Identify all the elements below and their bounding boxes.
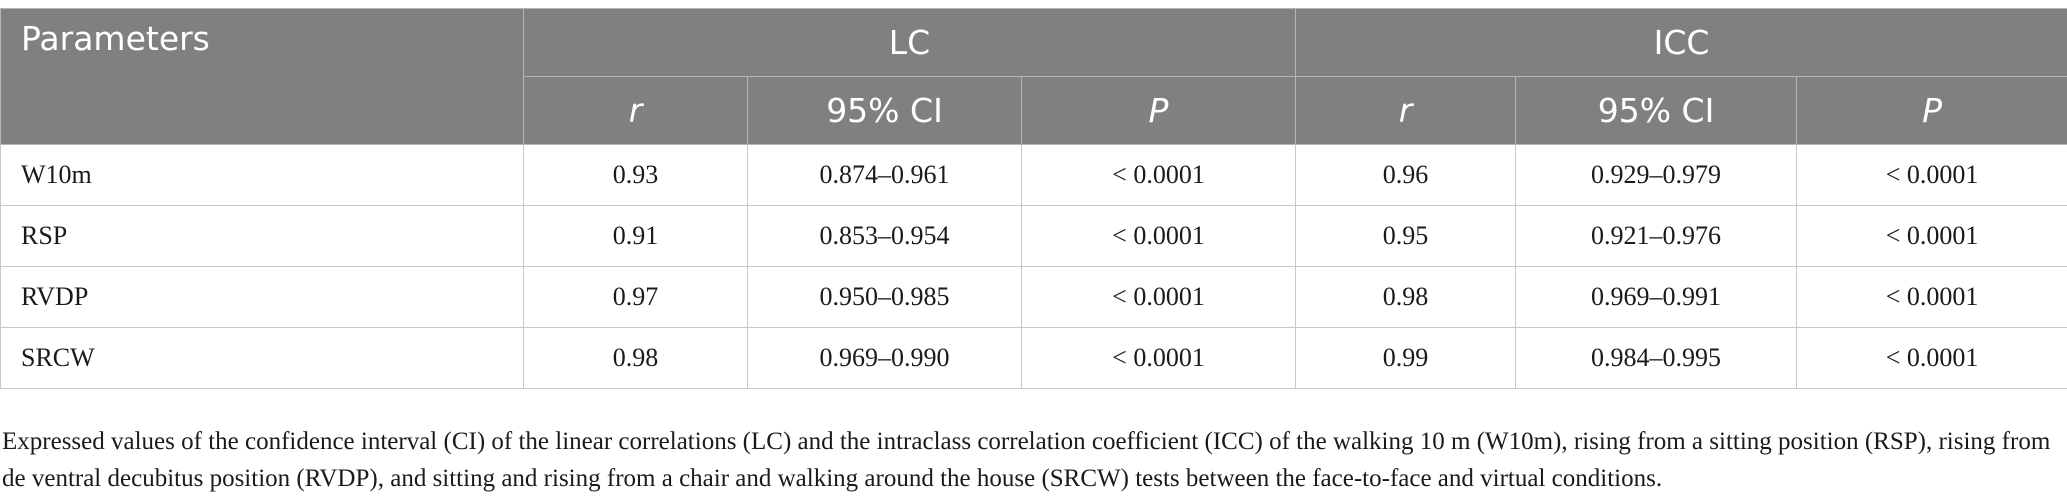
header-lc-p: P [1022,77,1296,145]
row-name: W10m [1,145,524,206]
table-body: W10m 0.93 0.874–0.961 < 0.0001 0.96 0.92… [1,145,2067,389]
header-parameters: Parameters [1,9,524,145]
row-name: RVDP [1,267,524,328]
icc-p-cell: < 0.0001 [1797,145,2067,206]
table-row: SRCW 0.98 0.969–0.990 < 0.0001 0.99 0.98… [1,328,2067,389]
lc-p-cell: < 0.0001 [1022,206,1296,267]
lc-ci-cell: 0.950–0.985 [748,267,1022,328]
table-caption: Expressed values of the confidence inter… [2,423,2062,497]
header-icc-p-label: P [1922,91,1942,130]
row-name: RSP [1,206,524,267]
icc-r-cell: 0.95 [1296,206,1516,267]
icc-p-cell: < 0.0001 [1797,267,2067,328]
table-row: RVDP 0.97 0.950–0.985 < 0.0001 0.98 0.96… [1,267,2067,328]
header-lc-r-label: r [629,91,643,130]
lc-r-cell: 0.93 [524,145,748,206]
header-icc-ci: 95% CI [1516,77,1797,145]
lc-r-cell: 0.91 [524,206,748,267]
icc-ci-cell: 0.929–0.979 [1516,145,1797,206]
header-lc-r: r [524,77,748,145]
lc-p-cell: < 0.0001 [1022,145,1296,206]
lc-r-cell: 0.97 [524,267,748,328]
lc-p-cell: < 0.0001 [1022,328,1296,389]
icc-r-cell: 0.96 [1296,145,1516,206]
header-icc-p: P [1797,77,2067,145]
icc-p-cell: < 0.0001 [1797,328,2067,389]
header-icc-r-label: r [1399,91,1413,130]
icc-ci-cell: 0.921–0.976 [1516,206,1797,267]
results-table-container: Parameters LC ICC r 95% CI P r 95% CI P … [0,8,2067,389]
lc-ci-cell: 0.969–0.990 [748,328,1022,389]
header-icc-r: r [1296,77,1516,145]
header-lc-ci: 95% CI [748,77,1022,145]
icc-r-cell: 0.98 [1296,267,1516,328]
lc-p-cell: < 0.0001 [1022,267,1296,328]
table-header: Parameters LC ICC r 95% CI P r 95% CI P [1,9,2067,145]
icc-p-cell: < 0.0001 [1797,206,2067,267]
results-table: Parameters LC ICC r 95% CI P r 95% CI P … [0,8,2067,389]
lc-ci-cell: 0.874–0.961 [748,145,1022,206]
header-lc: LC [524,9,1296,77]
lc-ci-cell: 0.853–0.954 [748,206,1022,267]
table-row: RSP 0.91 0.853–0.954 < 0.0001 0.95 0.921… [1,206,2067,267]
icc-ci-cell: 0.969–0.991 [1516,267,1797,328]
table-row: W10m 0.93 0.874–0.961 < 0.0001 0.96 0.92… [1,145,2067,206]
row-name: SRCW [1,328,524,389]
lc-r-cell: 0.98 [524,328,748,389]
icc-ci-cell: 0.984–0.995 [1516,328,1797,389]
header-icc: ICC [1296,9,2067,77]
icc-r-cell: 0.99 [1296,328,1516,389]
header-lc-p-label: P [1149,91,1169,130]
